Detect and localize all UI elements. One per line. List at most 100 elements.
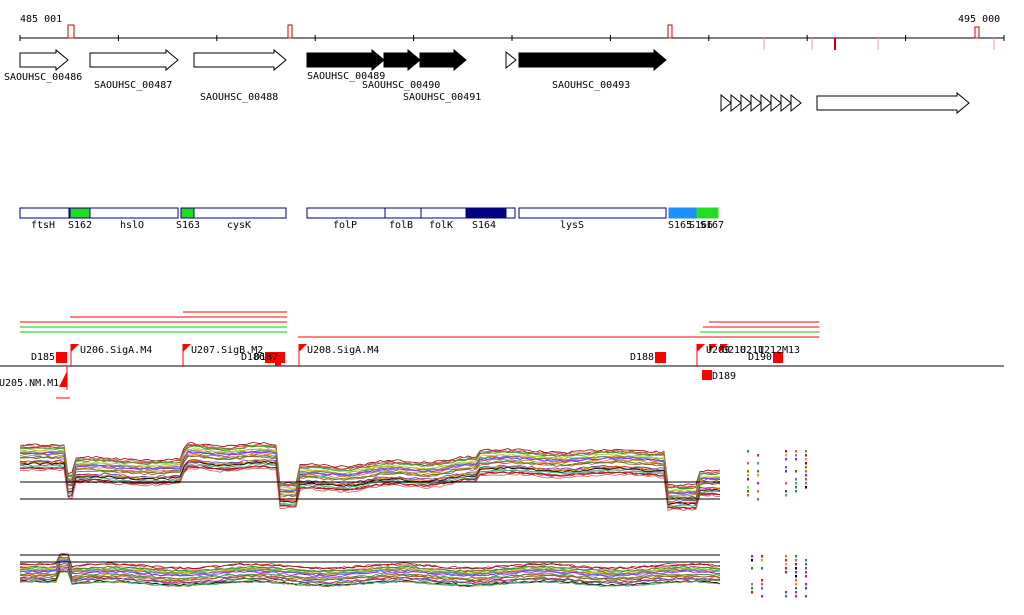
gene-arrow[interactable] (505, 50, 517, 70)
expression-trace (19, 558, 721, 576)
axis-start-label: 485 001 (20, 14, 62, 25)
feature-label: M13 (782, 345, 800, 356)
expression-trace (19, 444, 721, 489)
feature-label: D185 (31, 352, 55, 363)
expression-trace (19, 452, 721, 497)
expression-trace (19, 441, 721, 487)
annotation-box[interactable] (518, 207, 667, 219)
feature-label: U207.SigB.M2 (191, 345, 263, 356)
feature-label: U212 (758, 345, 782, 356)
expression-trace (19, 570, 721, 587)
expression-trace (20, 467, 721, 512)
annotation-box[interactable] (505, 207, 516, 219)
annotation-track: ftsH S162 hslO S163 cysK folP folB folK … (19, 207, 724, 231)
feature-flag[interactable] (720, 344, 728, 352)
gene-label: SAOUHSC_00488 (200, 92, 278, 103)
annotation-box[interactable] (306, 207, 386, 219)
feature-block[interactable] (773, 352, 783, 363)
feature-label: U205.NM.M1 (0, 378, 59, 389)
annotation-box[interactable] (69, 207, 91, 219)
annotation-label: S164 (472, 220, 496, 231)
sample-tick-columns (747, 450, 807, 598)
feature-label: U208.SigA.M4 (307, 345, 379, 356)
annotation-box[interactable] (696, 207, 719, 219)
feature-label: D188 (630, 352, 654, 363)
expression-trace (19, 571, 721, 587)
expression-profile-bottom (19, 553, 721, 588)
gene-label: SAOUHSC_00486 (4, 72, 82, 83)
feature-flag[interactable] (59, 371, 67, 387)
axis-red-marks (67, 24, 995, 50)
expression-trace (19, 565, 721, 582)
annotation-box[interactable] (465, 207, 507, 219)
expression-trace (19, 455, 721, 500)
expression-trace (19, 459, 721, 504)
annotation-label: S162 (68, 220, 92, 231)
annotation-box[interactable] (420, 207, 467, 219)
gene-arrow[interactable]: SAOUHSC_00491 (403, 48, 481, 103)
expression-trace (19, 560, 721, 578)
feature-label: D186 (241, 352, 265, 363)
gene-label: SAOUHSC_00487 (94, 80, 172, 91)
axis-mark (667, 24, 673, 39)
axis-mark (974, 26, 980, 39)
expression-profile-top (19, 441, 721, 512)
expression-trace (19, 556, 721, 574)
expression-trace (19, 449, 721, 494)
annotation-box[interactable] (19, 207, 70, 219)
annotation-label: folB (389, 220, 413, 231)
annotation-box[interactable] (180, 207, 195, 219)
gene-arrow[interactable]: SAOUHSC_00489 (306, 48, 385, 82)
feature-markers (56, 344, 783, 390)
expression-trace (19, 553, 721, 570)
axis-mark (287, 24, 293, 39)
gene-arrow[interactable]: SAOUHSC_00488 (193, 48, 287, 103)
expression-trace (19, 568, 721, 585)
axis-ticks (19, 35, 1005, 41)
expression-trace (19, 451, 721, 495)
annotation-label: S167 (700, 220, 724, 231)
feature-labels: D185 U205.NM.M1 U206.SigA.M4 U207.SigB.M… (0, 345, 800, 389)
annotation-box[interactable] (89, 207, 179, 219)
feature-flag[interactable] (71, 344, 79, 352)
feature-block[interactable] (655, 352, 666, 363)
gene-arrow[interactable] (816, 91, 970, 115)
feature-label: U206.SigA.M4 (80, 345, 152, 356)
gene-arrow[interactable]: SAOUHSC_00490 (362, 48, 440, 91)
coordinate-axis: 485 001 495 000 (19, 14, 1005, 50)
small-gene-arrows (720, 93, 802, 113)
annotation-label: hslO (120, 220, 144, 231)
feature-label: U210 (722, 345, 746, 356)
annotation-label: S163 (176, 220, 200, 231)
feature-block[interactable] (702, 370, 712, 380)
annotation-box[interactable] (193, 207, 287, 219)
gene-label: SAOUHSC_00493 (552, 80, 630, 91)
gene-arrow[interactable]: SAOUHSC_00493 (518, 48, 667, 91)
feature-label: D189 (712, 371, 736, 382)
feature-lines (0, 311, 1004, 399)
feature-block[interactable] (56, 352, 67, 363)
feature-flag[interactable] (709, 344, 717, 352)
expression-trace (19, 465, 721, 509)
annotation-label: folK (429, 220, 453, 231)
feature-flag[interactable] (183, 344, 191, 352)
annotation-box[interactable] (668, 207, 698, 219)
annotation-label: lysS (560, 220, 584, 231)
feature-flag[interactable] (697, 344, 705, 352)
gene-label: SAOUHSC_00490 (362, 80, 440, 91)
axis-mark (67, 24, 75, 39)
feature-label: D187 (254, 352, 278, 363)
annotation-label: folP (333, 220, 357, 231)
expression-trace (19, 553, 721, 570)
annotation-box[interactable] (384, 207, 422, 219)
feature-flag[interactable] (299, 344, 307, 352)
annotation-label: ftsH (31, 220, 55, 231)
annotation-label: cysK (227, 220, 251, 231)
gene-arrow[interactable]: SAOUHSC_00487 (89, 48, 179, 91)
gene-arrow[interactable]: SAOUHSC_00486 (4, 48, 82, 83)
annotation-label: S166 (689, 220, 713, 231)
feature-label: D190 (748, 352, 772, 363)
annotation-label: S165 (668, 220, 692, 231)
